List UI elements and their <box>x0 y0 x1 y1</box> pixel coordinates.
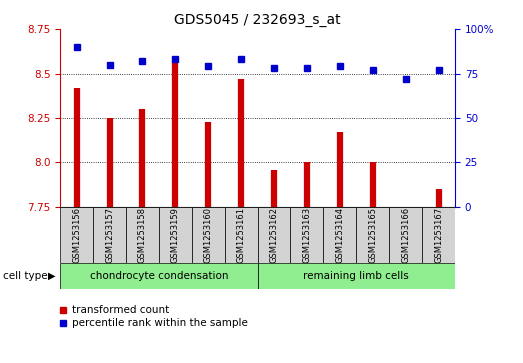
Text: GSM1253157: GSM1253157 <box>105 207 114 263</box>
Text: GSM1253164: GSM1253164 <box>335 207 344 263</box>
Text: GSM1253163: GSM1253163 <box>302 207 311 263</box>
FancyBboxPatch shape <box>257 207 290 263</box>
Text: GSM1253162: GSM1253162 <box>269 207 279 263</box>
Text: GSM1253158: GSM1253158 <box>138 207 147 263</box>
Legend: transformed count, percentile rank within the sample: transformed count, percentile rank withi… <box>55 301 252 333</box>
FancyBboxPatch shape <box>60 263 257 289</box>
FancyBboxPatch shape <box>93 207 126 263</box>
FancyBboxPatch shape <box>323 207 356 263</box>
FancyBboxPatch shape <box>126 207 159 263</box>
FancyBboxPatch shape <box>225 207 257 263</box>
FancyBboxPatch shape <box>60 207 93 263</box>
Text: GSM1253161: GSM1253161 <box>236 207 246 263</box>
Text: GSM1253159: GSM1253159 <box>171 207 180 263</box>
FancyBboxPatch shape <box>257 263 455 289</box>
FancyBboxPatch shape <box>159 207 192 263</box>
Text: ▶: ▶ <box>48 271 55 281</box>
FancyBboxPatch shape <box>290 207 323 263</box>
Text: GSM1253167: GSM1253167 <box>434 207 443 263</box>
Text: cell type: cell type <box>3 271 47 281</box>
FancyBboxPatch shape <box>356 207 389 263</box>
FancyBboxPatch shape <box>422 207 455 263</box>
FancyBboxPatch shape <box>192 207 225 263</box>
FancyBboxPatch shape <box>389 207 422 263</box>
Text: chondrocyte condensation: chondrocyte condensation <box>89 271 228 281</box>
Text: GSM1253156: GSM1253156 <box>72 207 81 263</box>
Text: GSM1253166: GSM1253166 <box>401 207 410 263</box>
Text: GSM1253165: GSM1253165 <box>368 207 377 263</box>
Title: GDS5045 / 232693_s_at: GDS5045 / 232693_s_at <box>174 13 341 26</box>
Text: GSM1253160: GSM1253160 <box>204 207 213 263</box>
Text: remaining limb cells: remaining limb cells <box>303 271 409 281</box>
